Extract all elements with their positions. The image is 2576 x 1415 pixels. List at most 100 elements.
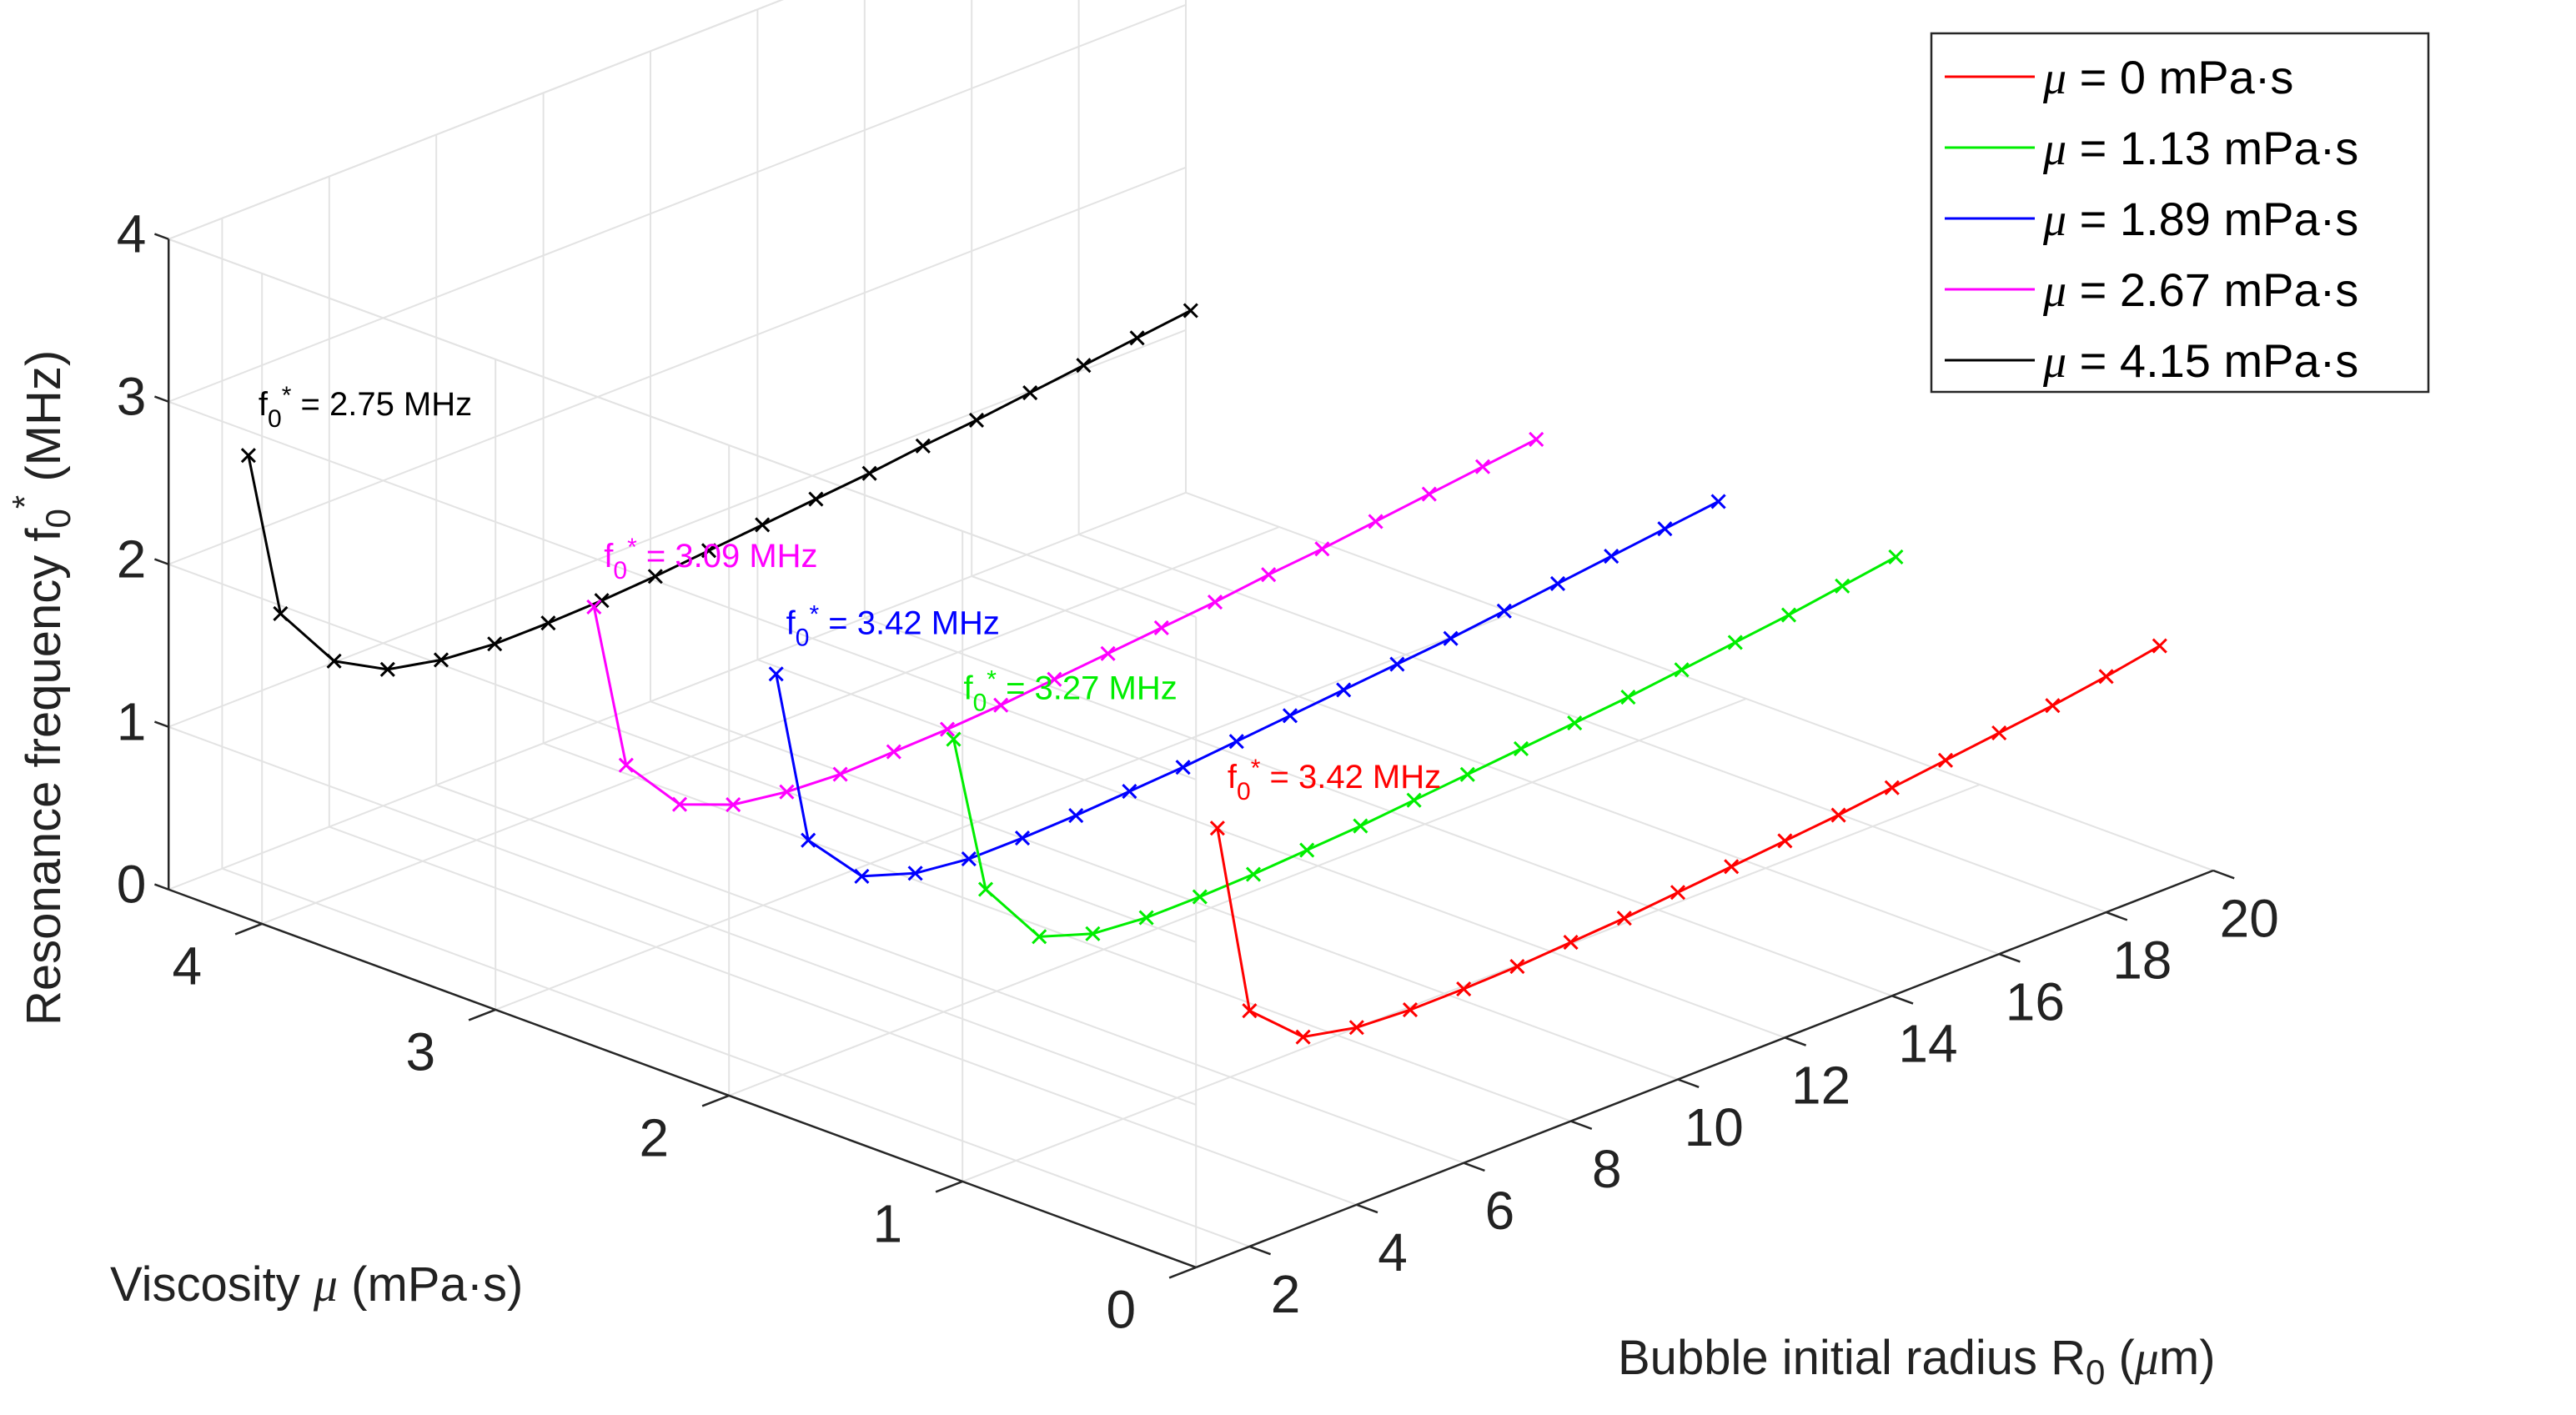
data-marker xyxy=(961,851,977,867)
peak-annotation: f0* = 3.42 MHz xyxy=(1228,755,1441,805)
data-marker xyxy=(946,731,962,747)
data-marker xyxy=(886,744,901,760)
y-tick-label: 4 xyxy=(173,936,203,996)
data-marker xyxy=(907,866,923,881)
series-0 xyxy=(1209,638,2167,1045)
data-marker xyxy=(1295,1029,1311,1045)
data-marker xyxy=(1835,578,1850,594)
axis-layer xyxy=(153,233,2235,1279)
z-axis-label: Resonance frequency f0* (MHz) xyxy=(5,350,78,1026)
data-marker xyxy=(726,796,741,813)
data-marker xyxy=(1509,958,1525,975)
z-tick-mark xyxy=(153,720,169,728)
data-marker xyxy=(1443,630,1459,646)
data-marker xyxy=(1657,521,1673,537)
data-marker xyxy=(1068,807,1084,824)
grid-floor-x xyxy=(435,784,1464,1164)
data-marker xyxy=(671,796,688,812)
data-marker xyxy=(993,697,1009,713)
data-marker xyxy=(1085,926,1101,941)
data-marker xyxy=(755,517,771,533)
x-axis-line xyxy=(1195,869,2214,1269)
data-marker xyxy=(1830,807,1846,823)
data-marker xyxy=(939,721,956,737)
data-marker xyxy=(1076,358,1092,374)
grid-side-z xyxy=(168,400,1197,780)
z-tick-label: 0 xyxy=(117,855,147,915)
data-marker xyxy=(1402,1002,1419,1018)
data-marker xyxy=(1314,541,1330,557)
data-marker xyxy=(1421,486,1437,502)
grid-edge xyxy=(168,0,784,240)
grid-floor-x xyxy=(864,617,1893,997)
data-marker xyxy=(273,605,289,622)
data-marker xyxy=(700,543,717,559)
grid-floor-x xyxy=(222,867,1250,1247)
data-marker xyxy=(1724,859,1740,875)
data-marker xyxy=(861,465,877,481)
y-tick-label: 0 xyxy=(1107,1279,1137,1339)
peak-annotation: f0* = 3.42 MHz xyxy=(786,600,1000,651)
peak-annotation: f0* = 3.09 MHz xyxy=(604,534,817,585)
x-axis-label: Bubble initial radius R0 (μm) xyxy=(1618,1331,2216,1392)
data-marker xyxy=(1937,752,1954,768)
data-marker xyxy=(540,615,556,631)
grid-edge xyxy=(168,238,1197,618)
data-marker xyxy=(1620,690,1636,705)
grid-side-z xyxy=(168,563,1197,943)
data-marker xyxy=(379,661,395,677)
grid-floor-x xyxy=(1185,491,2214,871)
data-marker xyxy=(801,832,816,848)
x-tick-label: 20 xyxy=(2220,888,2279,948)
x-tick-label: 14 xyxy=(1898,1014,1957,1074)
data-marker xyxy=(1282,708,1298,724)
y-axis-line xyxy=(168,888,1197,1269)
data-marker xyxy=(1529,431,1544,447)
legend-label-mu-2-67: μ = 2.67 mPa·s xyxy=(2042,263,2358,317)
x-tick-label: 10 xyxy=(1685,1097,1744,1157)
y-tick-mark xyxy=(234,922,263,936)
data-marker xyxy=(1991,725,2007,741)
data-marker xyxy=(240,448,256,464)
legend-box xyxy=(1930,32,2430,394)
series-layer xyxy=(240,303,2167,1045)
data-marker xyxy=(1616,911,1632,926)
data-marker xyxy=(1549,575,1566,591)
data-marker xyxy=(1406,792,1422,808)
legend-label-mu-0: μ = 0 mPa·s xyxy=(2042,51,2293,104)
x-tick-mark xyxy=(1463,1162,1485,1172)
x-tick-mark xyxy=(2106,911,2128,921)
x-tick-mark xyxy=(1570,1120,1593,1131)
grid-floor-x xyxy=(329,825,1358,1206)
data-marker xyxy=(808,491,824,507)
data-marker xyxy=(1183,303,1198,319)
x-tick-label: 2 xyxy=(1271,1264,1301,1324)
peak-annotation: f0* = 3.27 MHz xyxy=(963,666,1177,717)
data-marker xyxy=(1100,645,1116,661)
x-tick-label: 12 xyxy=(1791,1056,1850,1116)
data-marker xyxy=(1122,784,1137,800)
x-tick-mark xyxy=(1677,1078,1700,1088)
y-tick-label: 3 xyxy=(406,1021,436,1081)
data-marker xyxy=(1336,682,1352,698)
data-marker xyxy=(1884,780,1900,795)
x-tick-mark xyxy=(1891,995,1914,1005)
data-marker xyxy=(2098,669,2114,685)
data-marker xyxy=(433,652,449,668)
data-marker xyxy=(1245,866,1262,882)
grid-back-z xyxy=(168,166,1187,565)
x-tick-mark xyxy=(1784,1036,1807,1046)
grid-floor-y xyxy=(495,612,1514,1011)
data-marker xyxy=(1563,935,1579,951)
data-marker xyxy=(1207,594,1223,610)
y-tick-mark xyxy=(701,1094,730,1107)
x-tick-label: 8 xyxy=(1592,1139,1622,1199)
z-tick-mark xyxy=(153,395,169,403)
data-marker xyxy=(647,569,663,585)
data-marker xyxy=(1567,715,1583,731)
data-marker xyxy=(586,599,602,615)
data-marker xyxy=(1348,1020,1364,1036)
data-marker xyxy=(1456,981,1472,997)
y-tick-mark xyxy=(1168,1266,1197,1279)
